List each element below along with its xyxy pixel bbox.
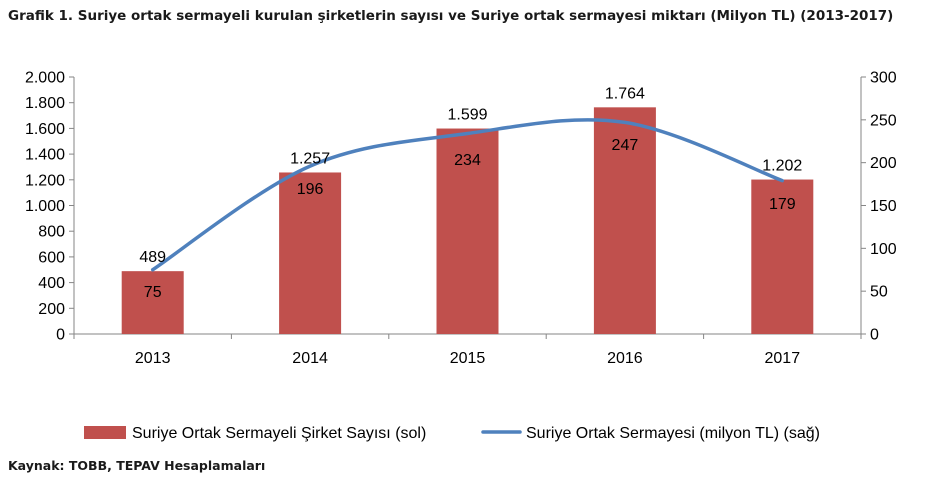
y-left-tick-label: 1.800 (25, 95, 65, 112)
bar-value-label: 1.764 (605, 85, 645, 102)
y-left-tick-label: 400 (38, 275, 65, 292)
x-tick-label: 2014 (292, 350, 328, 367)
y-left-tick-label: 2.000 (25, 70, 65, 87)
y-right-tick-label: 150 (870, 198, 897, 215)
bar-value-label: 1.257 (290, 150, 330, 167)
x-tick-label: 2017 (765, 350, 801, 367)
legend-line-label: Suriye Ortak Sermayesi (milyon TL) (sağ) (526, 425, 820, 442)
line-value-label: 75 (144, 284, 162, 301)
y-left-tick-label: 200 (38, 301, 65, 318)
bar (593, 107, 656, 335)
y-left-tick-label: 1.200 (25, 172, 65, 189)
bar (751, 179, 814, 334)
y-left-tick-label: 1.000 (25, 198, 65, 215)
line-value-label: 179 (769, 196, 796, 213)
line-value-label: 247 (612, 137, 639, 154)
y-right-tick-label: 0 (870, 327, 879, 344)
line-series (150, 118, 785, 272)
x-tick-label: 2016 (607, 350, 643, 367)
line-value-label: 196 (297, 181, 324, 198)
x-tick-label: 2013 (135, 350, 171, 367)
y-left-tick-label: 1.400 (25, 147, 65, 164)
bar-value-label: 489 (139, 249, 166, 266)
legend: Suriye Ortak Sermayeli Şirket Sayısı (so… (84, 425, 820, 442)
source-note: Kaynak: TOBB, TEPAV Hesaplamaları (8, 458, 266, 473)
chart-title: Grafik 1. Suriye ortak sermayeli kurulan… (8, 8, 894, 24)
y-left-tick-label: 600 (38, 249, 65, 266)
bar (279, 172, 342, 334)
y-right-tick-label: 50 (870, 284, 888, 301)
legend-bar-label: Suriye Ortak Sermayeli Şirket Sayısı (so… (132, 425, 426, 442)
x-tick-label: 2015 (450, 350, 486, 367)
bar-value-label: 1.202 (762, 158, 802, 175)
bar (121, 271, 184, 334)
line-value-label: 234 (454, 152, 481, 169)
bar-value-label: 1.599 (447, 107, 487, 124)
y-right-tick-label: 100 (870, 241, 897, 258)
legend-bar-swatch (84, 426, 126, 439)
y-left-tick-label: 1.600 (25, 121, 65, 138)
bar (436, 128, 499, 334)
y-left-tick-label: 800 (38, 224, 65, 241)
y-right-tick-label: 250 (870, 112, 897, 129)
bars (121, 107, 814, 335)
y-right-tick-label: 200 (870, 155, 897, 172)
axes: 0 200 400 600 800 1.000 1.200 1.400 1.600 1.800 2.… (25, 70, 897, 368)
y-right-tick-label: 300 (870, 70, 897, 87)
data-labels: 489 1.257 1.599 1.764 1.202 75 196 234 247 179 (139, 85, 802, 301)
y-left-tick-label: 0 (56, 327, 65, 344)
